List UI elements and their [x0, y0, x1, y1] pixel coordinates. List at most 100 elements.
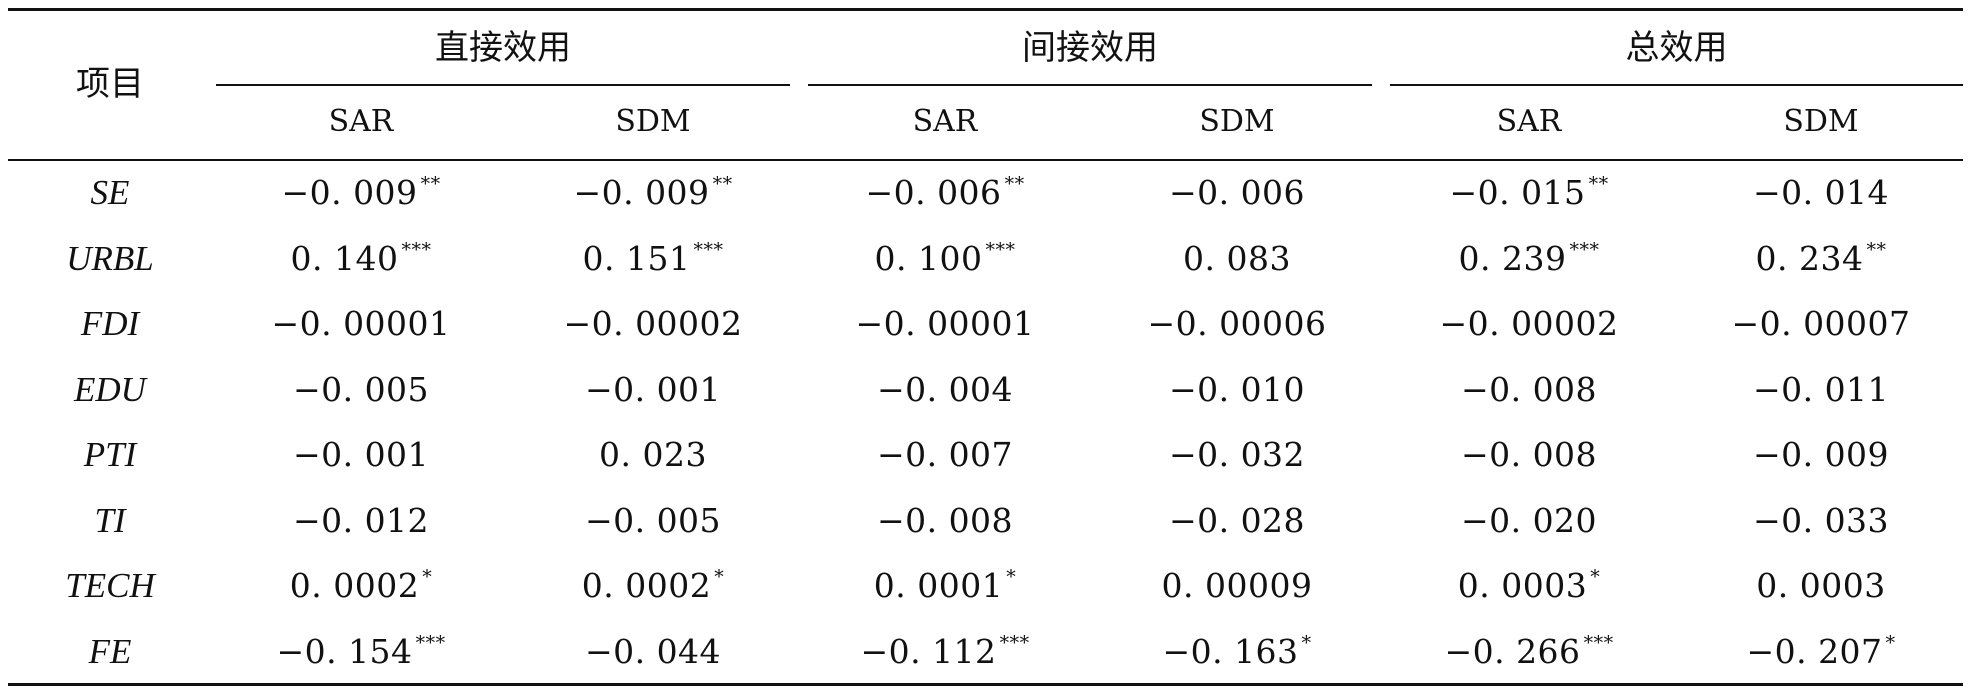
- top-rule: [8, 8, 1963, 11]
- significance-stars: *: [422, 566, 433, 588]
- bottom-rule: [8, 683, 1963, 686]
- coefficient-value: −0. 006: [1168, 173, 1306, 212]
- coefficient-value: −0. 007: [876, 435, 1014, 474]
- coefficient-value: −0. 008: [1460, 369, 1598, 409]
- coefficient-value: −0. 266: [1444, 631, 1581, 671]
- coefficient-value: −0. 154: [276, 631, 413, 671]
- value-cell: −0. 00002: [508, 294, 798, 354]
- value-cell: −0. 008: [1384, 425, 1674, 485]
- model-header: SDM: [1199, 104, 1275, 139]
- significance-stars: **: [420, 173, 441, 195]
- row-label-header: 项目: [76, 64, 144, 104]
- coefficient-value: 0. 00009: [1161, 566, 1313, 605]
- value-cell: −0. 009 **: [508, 163, 798, 223]
- value-cell: 0. 0001 *: [800, 556, 1090, 616]
- significance-stars: ***: [1569, 238, 1600, 261]
- value-cell: 0. 083: [1092, 229, 1382, 289]
- value-cell: −0. 00001: [800, 294, 1090, 354]
- value-cell: 0. 0003: [1676, 556, 1966, 616]
- variable-label: PTI: [83, 435, 137, 474]
- coefficient-value: −0. 033: [1752, 500, 1890, 540]
- coefficient-value: −0. 001: [584, 369, 722, 409]
- model-header: SDM: [1783, 104, 1859, 139]
- coefficient-value: −0. 005: [584, 500, 722, 540]
- significance-stars: ***: [999, 631, 1030, 654]
- coefficient-value: −0. 004: [876, 369, 1014, 409]
- coefficient-value: −0. 009: [281, 173, 418, 212]
- coefficient-value: −0. 032: [1168, 435, 1306, 474]
- significance-stars: ***: [1583, 631, 1614, 654]
- coefficient-value: 0. 0002: [289, 566, 420, 605]
- coefficient-value: −0. 00002: [1439, 304, 1619, 343]
- coefficient-value: 0. 100: [874, 238, 983, 278]
- header-bottom-rule: [8, 159, 1963, 161]
- coefficient-value: −0. 001: [292, 435, 430, 474]
- variable-label: SE: [90, 173, 130, 212]
- value-cell: −0. 266 ***: [1384, 622, 1674, 682]
- coefficient-value: 0. 234: [1755, 238, 1864, 278]
- group-rule-total: [1390, 84, 1963, 86]
- significance-stars: *: [1301, 631, 1312, 654]
- value-cell: −0. 012: [216, 491, 506, 551]
- coefficient-value: −0. 015: [1449, 173, 1586, 212]
- model-header: SAR: [912, 104, 978, 139]
- coefficient-value: −0. 008: [1460, 435, 1598, 474]
- variable-label: EDU: [74, 369, 146, 409]
- group-header-direct: 直接效用: [435, 28, 571, 68]
- variable-label: FE: [88, 631, 132, 671]
- value-cell: −0. 001: [508, 360, 798, 420]
- group-header-total: 总效用: [1625, 28, 1728, 68]
- coefficient-value: 0. 140: [290, 238, 399, 278]
- value-cell: 0. 234 **: [1676, 229, 1966, 289]
- coefficient-value: −0. 112: [860, 631, 997, 671]
- value-cell: −0. 00002: [1384, 294, 1674, 354]
- significance-stars: *: [1006, 566, 1017, 588]
- value-cell: 0. 023: [508, 425, 798, 485]
- coefficient-value: −0. 006: [865, 173, 1002, 212]
- value-cell: −0. 008: [1384, 360, 1674, 420]
- value-cell: 0. 0002 *: [216, 556, 506, 616]
- value-cell: 0. 151 ***: [508, 229, 798, 289]
- coefficient-value: 0. 023: [599, 435, 707, 474]
- coefficient-value: −0. 014: [1752, 173, 1890, 212]
- value-cell: −0. 005: [216, 360, 506, 420]
- variable-label: TECH: [65, 566, 155, 605]
- variable-label: URBL: [66, 238, 154, 278]
- coefficient-value: −0. 012: [292, 500, 430, 540]
- value-cell: 0. 239 ***: [1384, 229, 1674, 289]
- value-cell: −0. 044: [508, 622, 798, 682]
- value-cell: −0. 007: [800, 425, 1090, 485]
- value-cell: −0. 207 *: [1676, 622, 1966, 682]
- value-cell: 0. 100 ***: [800, 229, 1090, 289]
- value-cell: −0. 015 **: [1384, 163, 1674, 223]
- coefficient-value: −0. 010: [1168, 369, 1306, 409]
- significance-stars: **: [1004, 173, 1025, 195]
- significance-stars: *: [714, 566, 725, 588]
- value-cell: 0. 00009: [1092, 556, 1382, 616]
- value-cell: −0. 00006: [1092, 294, 1382, 354]
- significance-stars: *: [1885, 631, 1896, 654]
- coefficient-value: 0. 239: [1458, 238, 1567, 278]
- value-cell: −0. 008: [800, 491, 1090, 551]
- significance-stars: **: [712, 173, 733, 195]
- significance-stars: ***: [401, 238, 432, 261]
- group-header-indirect: 间接效用: [1022, 28, 1158, 68]
- value-cell: −0. 028: [1092, 491, 1382, 551]
- value-cell: −0. 112 ***: [800, 622, 1090, 682]
- value-cell: −0. 004: [800, 360, 1090, 420]
- significance-stars: **: [1588, 173, 1609, 195]
- significance-stars: *: [1590, 566, 1601, 588]
- value-cell: −0. 009: [1676, 425, 1966, 485]
- coefficient-value: −0. 00001: [855, 304, 1035, 343]
- group-rule-indirect: [808, 84, 1372, 86]
- model-header: SAR: [1496, 104, 1562, 139]
- coefficient-value: −0. 011: [1752, 369, 1890, 409]
- coefficient-value: −0. 008: [876, 500, 1014, 540]
- value-cell: −0. 033: [1676, 491, 1966, 551]
- value-cell: −0. 011: [1676, 360, 1966, 420]
- significance-stars: ***: [985, 238, 1016, 261]
- value-cell: −0. 020: [1384, 491, 1674, 551]
- value-cell: −0. 005: [508, 491, 798, 551]
- coefficient-value: 0. 151: [582, 238, 691, 278]
- variable-label: TI: [94, 500, 126, 540]
